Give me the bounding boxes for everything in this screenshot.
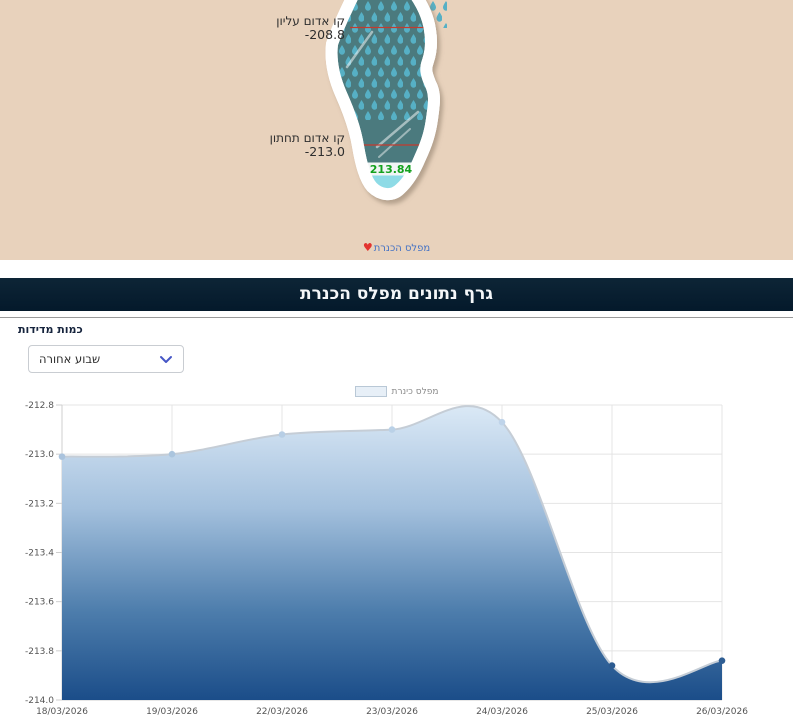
measurement-count-label: כמות מדידות (18, 323, 83, 336)
data-point-marker (608, 662, 616, 669)
reflection-streak (375, 110, 420, 149)
x-axis-label: 25/03/2026 (586, 707, 638, 717)
y-axis-label: -213.8 (25, 647, 54, 657)
legend-label: מפלס כינרת (391, 386, 439, 397)
upper-red-line-value: -208.8 (304, 27, 345, 42)
data-point-marker (498, 418, 506, 426)
x-axis-label: 26/03/2026 (696, 707, 748, 717)
upper-red-line-text: קו אדום עליון (276, 14, 345, 28)
kinneret-level-link[interactable]: מפלס הכנרת♥ (0, 241, 793, 254)
x-axis-label: 23/03/2026 (366, 707, 418, 717)
legend-swatch (354, 386, 387, 397)
y-axis-label: -213.6 (25, 598, 54, 608)
current-level-value: 213.84 (369, 163, 413, 176)
upper-red-line-label: קו אדום עליון -208.8 (276, 14, 345, 42)
lake-illustration (325, 0, 447, 200)
lake-shape (325, 0, 440, 200)
y-axis-label: -212.8 (25, 401, 54, 411)
x-axis-label: 18/03/2026 (36, 707, 88, 717)
y-axis-label: -214.0 (25, 696, 54, 706)
level-chart: מפלס כינרת -212.8 -213.0 -213.2 -213.4 -213.… (0, 380, 793, 728)
x-axis-label: 22/03/2026 (256, 707, 308, 717)
kinneret-level-link-text: מפלס הכנרת (373, 243, 431, 254)
data-point-marker (278, 431, 286, 438)
x-axis-label: 19/03/2026 (146, 707, 198, 717)
lower-red-line-value: -213.0 (304, 144, 345, 159)
lower-red-line-text: קו אדום תחתון (269, 131, 345, 145)
time-range-selected-value: שבוע אחורה (39, 352, 101, 366)
y-axis-label: -213.0 (25, 450, 54, 460)
kinneret-illustration-section: קו אדום עליון -208.8 קו אדום תחתון -213.… (0, 0, 793, 260)
header-divider (0, 317, 793, 318)
data-point-marker (168, 450, 176, 458)
chart-canvas: -212.8 -213.0 -213.2 -213.4 -213.6 -213.8 -214… (25, 401, 748, 717)
lower-red-line-label: קו אדום תחתון -213.0 (270, 131, 345, 159)
data-point-marker (58, 453, 66, 460)
series-area (62, 406, 722, 700)
chart-section-title: גרף נתונים מפלס הכנרת (0, 278, 793, 311)
reflection-streak (378, 128, 411, 158)
y-axis-label: -213.2 (25, 499, 54, 509)
y-axis-label: -213.4 (25, 549, 54, 559)
chart-legend: מפלס כינרת (0, 386, 793, 397)
x-axis-label: 24/03/2026 (476, 707, 528, 717)
time-range-select[interactable]: שבוע אחורה (28, 345, 184, 373)
heart-icon: ♥ (362, 241, 373, 254)
data-point-marker (718, 657, 726, 664)
data-point-marker (388, 426, 396, 433)
chevron-down-icon (160, 355, 172, 363)
reflection-streak (345, 30, 374, 69)
